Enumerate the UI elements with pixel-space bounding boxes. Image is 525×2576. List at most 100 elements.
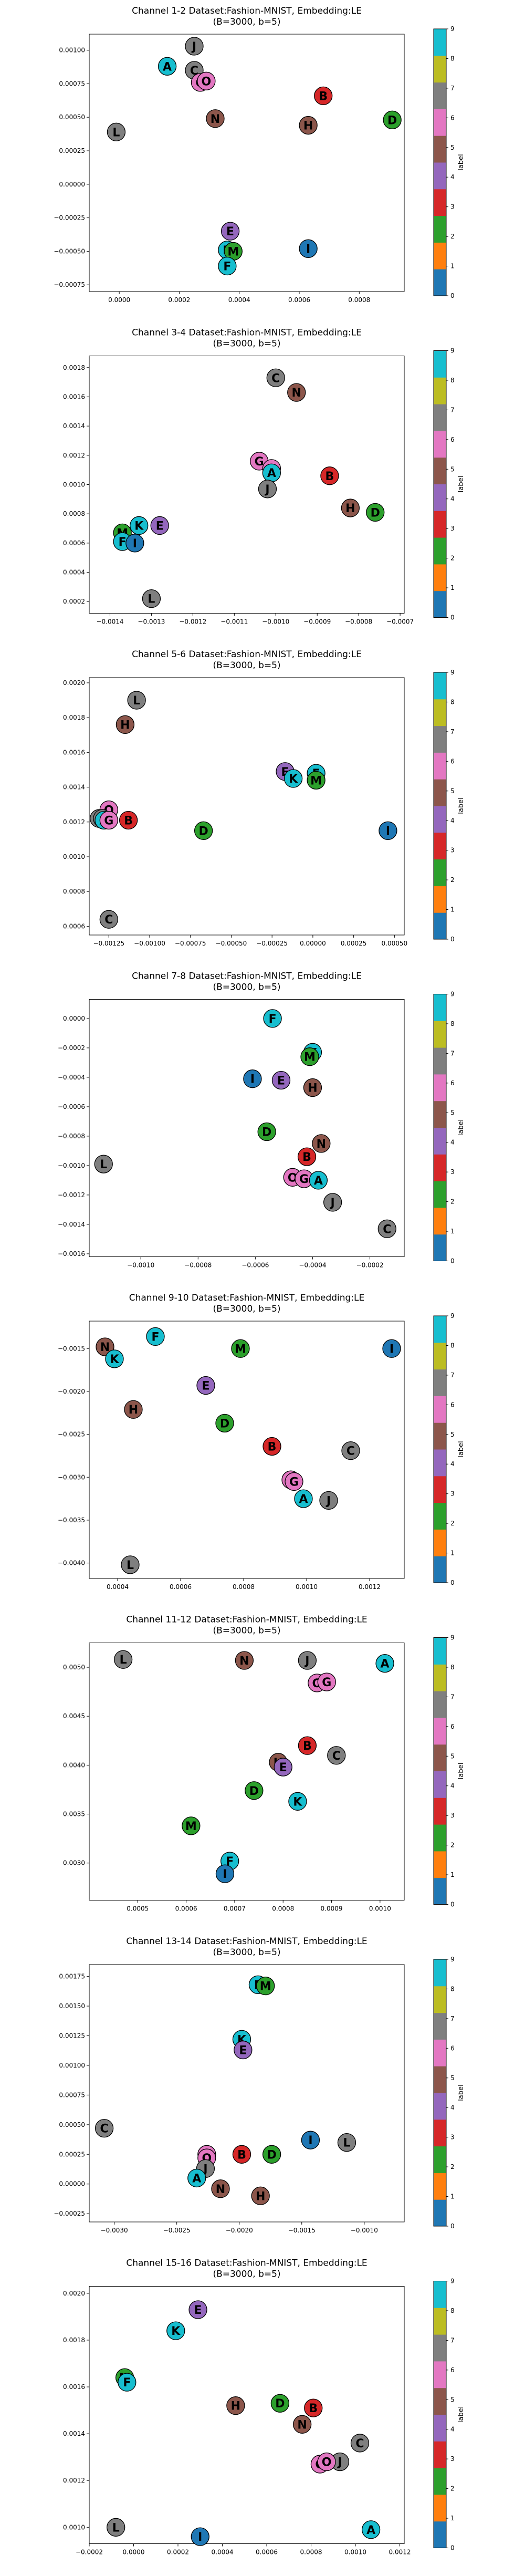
point-label: L: [120, 1654, 127, 1667]
scatter-point: [263, 1009, 282, 1028]
scatter-point: [298, 1651, 317, 1670]
point-label: I: [133, 537, 137, 550]
colorbar-segment: [434, 29, 446, 56]
scatter-panel: Channel 1-2 Dataset:Fashion-MNIST, Embed…: [54, 6, 465, 304]
colorbar-segment: [434, 189, 446, 216]
x-tick-label: 0.0009: [321, 1905, 343, 1913]
colorbar-segment: [434, 1396, 446, 1423]
colorbar-tick-label: 1: [450, 2515, 455, 2522]
colorbar-tick-label: 7: [450, 1693, 455, 1700]
colorbar-segment: [434, 1798, 446, 1825]
scatter-point: [298, 1736, 317, 1755]
scatter-point: [235, 1651, 254, 1670]
x-tick-label: 0.0004: [228, 296, 250, 304]
colorbar-tick-label: 2: [450, 233, 455, 240]
point-label: F: [223, 261, 231, 274]
colorbar-segment: [434, 672, 446, 700]
point-label: J: [330, 1197, 335, 1210]
colorbar-segment: [434, 1316, 446, 1343]
point-label: J: [337, 2456, 342, 2469]
scatter-point: [146, 1327, 165, 1346]
y-tick-label: 0.0018: [63, 714, 85, 721]
point-label: C: [332, 1750, 341, 1763]
y-tick-label: 0.0040: [63, 1761, 85, 1769]
colorbar-tick-label: 8: [450, 1664, 455, 1671]
scatter-point: [294, 1489, 313, 1508]
colorbar-segment: [434, 725, 446, 753]
y-tick-label: −0.0012: [58, 1191, 85, 1199]
colorbar-segment: [434, 752, 446, 780]
point-label: M: [185, 1820, 197, 1833]
colorbar-frame: [433, 1315, 447, 1583]
colorbar-segment: [434, 269, 446, 296]
point-label: E: [279, 1761, 287, 1774]
plot-area-frame: [89, 999, 405, 1257]
colorbar-label: label: [457, 797, 465, 814]
x-tick-label: −0.0010: [127, 1262, 154, 1269]
scatter-panel: Channel 3-4 Dataset:Fashion-MNIST, Embed…: [63, 328, 465, 626]
colorbar-tick-label: 1: [450, 2193, 455, 2200]
colorbar-segment: [434, 2012, 446, 2040]
y-tick-label: 0.0012: [63, 452, 85, 459]
point-label: I: [198, 2531, 202, 2544]
colorbar-tick-label: 3: [450, 2134, 455, 2141]
point-label: A: [267, 467, 276, 480]
y-tick-label: 0.0010: [63, 2523, 85, 2531]
y-tick-label: −0.0016: [58, 1250, 85, 1258]
y-tick-label: −0.00025: [54, 2210, 85, 2217]
scatter-point: [226, 2396, 245, 2415]
colorbar-tick-label: 1: [450, 263, 455, 270]
colorbar-frame: [433, 672, 447, 940]
colorbar-tick-label: 4: [450, 1460, 455, 1468]
colorbar-frame: [433, 1959, 447, 2227]
scatter-panel: Channel 11-12 Dataset:Fashion-MNIST, Emb…: [63, 1615, 465, 1913]
point-label: C: [346, 1445, 355, 1458]
chart-title: Channel 1-2 Dataset:Fashion-MNIST, Embed…: [132, 6, 362, 16]
point-label: L: [112, 126, 120, 139]
y-tick-label: 0.0014: [63, 422, 85, 430]
point-label: A: [299, 1493, 308, 1506]
scatter-point: [379, 821, 397, 840]
y-tick-label: 0.00075: [59, 2091, 85, 2099]
scatter-point: [350, 2434, 370, 2453]
x-tick-label: 0.0000: [108, 296, 130, 304]
point-label: L: [343, 2137, 350, 2150]
colorbar-label: label: [457, 1119, 465, 1136]
chart-subtitle: (B=3000, b=5): [213, 1304, 280, 1314]
colorbar-tick-label: 8: [450, 2307, 455, 2314]
colorbar-tick-label: 0: [450, 2544, 455, 2552]
colorbar-segment: [434, 699, 446, 726]
scatter-point: [94, 2118, 114, 2138]
scatter-point: [245, 1781, 264, 1800]
colorbar-tick-label: 4: [450, 1139, 455, 1146]
y-tick-label: −0.00075: [54, 281, 85, 288]
colorbar-segment: [434, 1959, 446, 1987]
colorbar-tick-label: 6: [450, 757, 455, 765]
scatter-point: [125, 534, 144, 553]
scatter-point: [285, 1472, 303, 1491]
colorbar-tick-label: 1: [450, 906, 455, 913]
scatter-point: [107, 122, 126, 141]
y-tick-label: −0.0006: [58, 1103, 85, 1110]
x-tick-label: 0.00025: [341, 940, 367, 947]
y-tick-label: 0.00025: [59, 147, 85, 154]
colorbar-tick-label: 9: [450, 669, 455, 676]
scatter-point: [130, 516, 149, 535]
scatter-point: [220, 222, 240, 241]
colorbar-tick-label: 2: [450, 2485, 455, 2492]
point-label: D: [262, 1126, 271, 1139]
scatter-point: [317, 1673, 336, 1691]
x-tick-label: 0.0006: [256, 2549, 278, 2556]
y-tick-label: −0.0008: [58, 1133, 85, 1140]
scatter-point: [262, 1437, 281, 1456]
colorbar-segment: [434, 1074, 446, 1102]
y-tick-label: 0.0004: [63, 569, 85, 576]
y-tick-label: −0.0002: [58, 1044, 85, 1052]
scatter-point: [361, 2520, 381, 2539]
x-tick-label: 0.0010: [344, 2549, 366, 2556]
plot-area-frame: [89, 1964, 405, 2222]
chart-subtitle: (B=3000, b=5): [213, 982, 280, 993]
colorbar-tick-label: 2: [450, 555, 455, 562]
x-tick-label: −0.0009: [303, 618, 331, 626]
scatter-point: [107, 2518, 125, 2537]
